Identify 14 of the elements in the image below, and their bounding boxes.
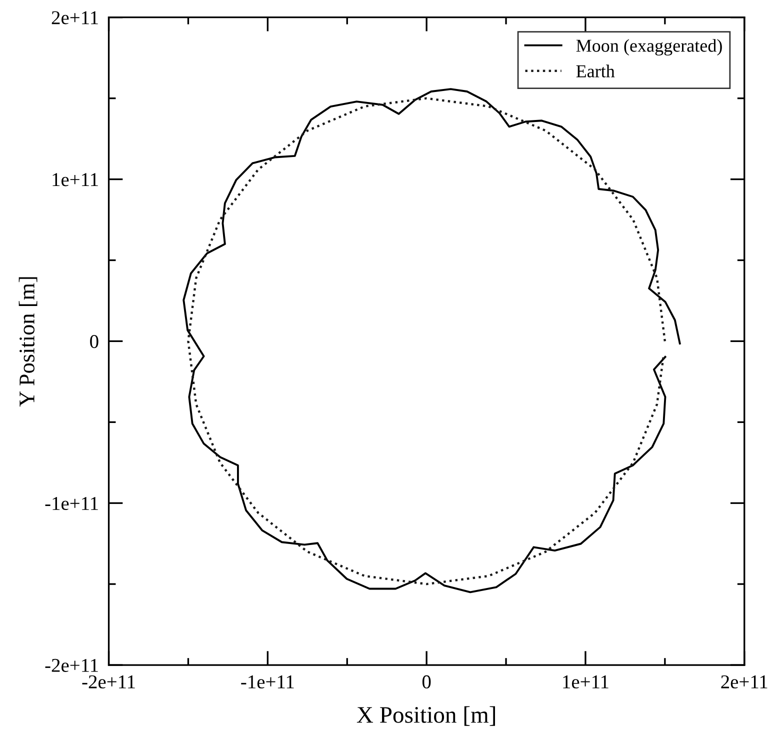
x-tick-label: 2e+11: [721, 675, 768, 688]
x-tick-label: -2e+11: [82, 675, 135, 688]
y-tick-label: -2e+11: [45, 658, 98, 672]
x-tick-label: 1e+11: [563, 675, 608, 688]
x-tick-label: -1e+11: [241, 675, 294, 688]
legend-label: Earth: [576, 64, 615, 78]
legend-label: Moon (exaggerated): [576, 39, 722, 56]
x-tick-label: 0: [422, 675, 431, 688]
y-tick-label: 2e+11: [52, 11, 98, 24]
y-tick-label: 0: [90, 335, 98, 348]
y-tick-label: 1e+11: [52, 173, 98, 186]
y-axis-title: Y Position [m]: [18, 277, 38, 407]
y-tick-label: -1e+11: [45, 497, 98, 510]
x-axis-title: X Position [m]: [356, 706, 496, 726]
